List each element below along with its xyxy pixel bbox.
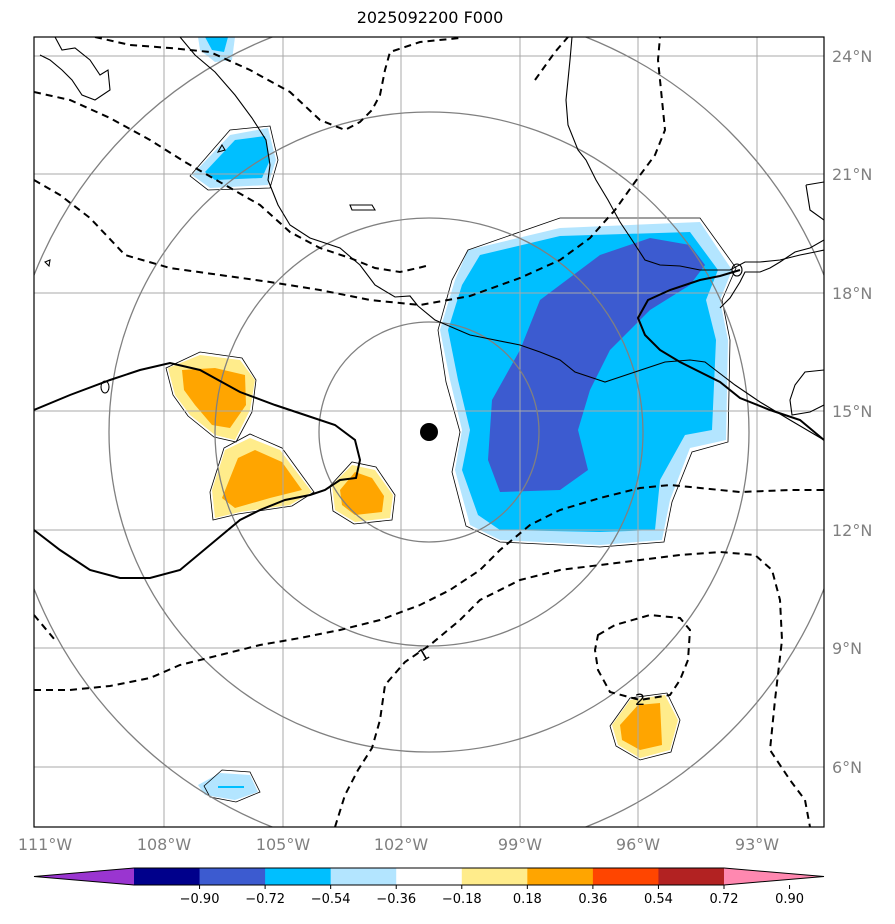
lat-label: 18°N: [832, 284, 872, 303]
colorbar-swatch: [199, 868, 266, 885]
colorbar-extend-high: [724, 868, 824, 885]
lon-label: 105°W: [256, 835, 311, 854]
longitude-labels: 111°W 108°W 105°W 102°W 99°W 96°W 93°W: [18, 835, 779, 854]
colorbar-tick-label: −0.72: [245, 892, 285, 907]
colorbar-swatch: [592, 868, 659, 885]
lon-label: 93°W: [735, 835, 779, 854]
lon-label: 96°W: [616, 835, 660, 854]
colorbar-tick-label: −0.18: [442, 892, 482, 907]
neg-region-dark-main: [488, 238, 705, 492]
lat-label: 15°N: [832, 402, 872, 421]
lat-label: 24°N: [832, 47, 872, 66]
pos-region-mid-3: [340, 472, 384, 515]
colorbar-tick-label: 0.90: [775, 892, 804, 907]
storm-center-marker: [420, 423, 438, 441]
latitude-labels: 24°N 21°N 18°N 15°N 12°N 9°N 6°N: [832, 47, 872, 777]
shading-outlines: [165, 125, 737, 803]
contour-label-2: 2: [635, 690, 645, 709]
neg-region-mid-top: [205, 37, 228, 52]
colorbar-swatch: [134, 868, 201, 885]
pos-region-mid-4: [620, 703, 662, 750]
positive-anomaly-shading: [168, 355, 678, 758]
colorbar-tick-label: 0.36: [578, 892, 607, 907]
colorbar-tick-label: 0.18: [513, 892, 542, 907]
lat-label: 21°N: [832, 165, 872, 184]
colorbar-tick-label: 0.54: [644, 892, 673, 907]
map-title: 2025092200 F000: [356, 8, 504, 27]
neg-region-mid-north: [205, 136, 270, 180]
map-frame: [33, 36, 825, 828]
colorbar: −0.90 −0.72 −0.54 −0.36 −0.18 0.18 0.36 0.54 0.7…: [33, 867, 825, 907]
colorbar-swatch: [461, 868, 528, 885]
lon-label: 111°W: [18, 835, 73, 854]
colorbar-tick-label: −0.54: [311, 892, 351, 907]
colorbar-extend-low: [34, 868, 134, 885]
colorbar-swatch: [330, 868, 397, 885]
colorbar-tick-label: 0.72: [710, 892, 739, 907]
coastlines: [39, 37, 824, 441]
dashed-contours: [34, 37, 824, 827]
pos-region-mid-2: [222, 450, 302, 508]
range-rings: [34, 37, 824, 827]
colorbar-tick-label: −0.36: [376, 892, 416, 907]
colorbar-swatch: [396, 868, 463, 885]
graticule: [34, 37, 824, 827]
lat-label: 12°N: [832, 521, 872, 540]
colorbar-swatch: [265, 868, 332, 885]
negative-anomaly-shading: [192, 37, 732, 800]
lon-label: 108°W: [137, 835, 192, 854]
pos-region-mid-1: [182, 368, 246, 428]
map-content: 1 2: [34, 37, 824, 827]
colorbar-tick-label: −0.90: [180, 892, 220, 907]
colorbar-swatch: [527, 868, 594, 885]
lat-label: 6°N: [832, 758, 862, 777]
lon-label: 99°W: [498, 835, 542, 854]
colorbar-outline: [33, 867, 825, 886]
colorbar-swatch: [658, 868, 725, 885]
solid-contours: [34, 269, 824, 579]
lon-label: 102°W: [374, 835, 429, 854]
lat-label: 9°N: [832, 639, 862, 658]
